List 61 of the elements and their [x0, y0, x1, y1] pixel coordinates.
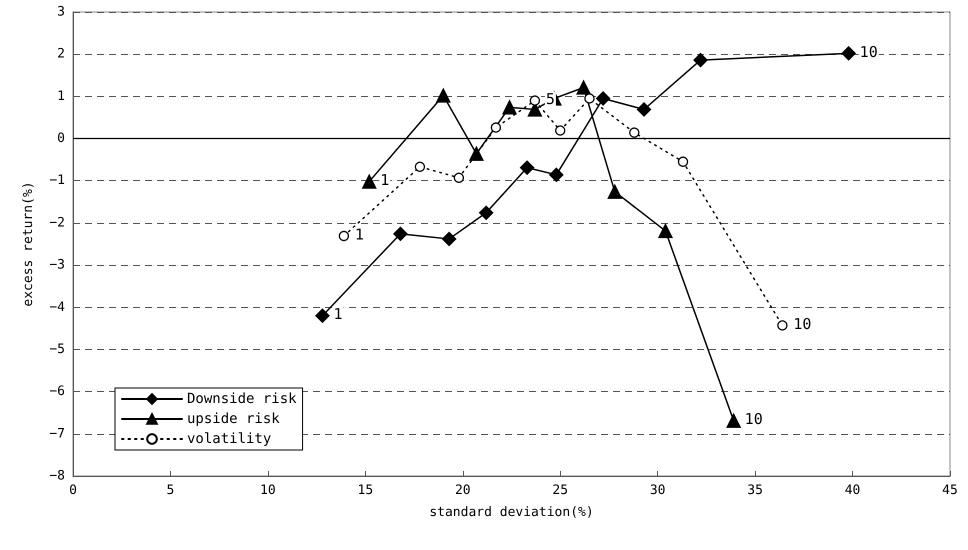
x-tick-label: 20 — [454, 483, 471, 498]
y-tick-label: −6 — [49, 384, 65, 400]
x-axis-title: standard deviation(%) — [429, 505, 594, 520]
point — [576, 80, 591, 95]
x-tick-label: 0 — [69, 483, 77, 498]
y-tick-label: 2 — [57, 46, 65, 62]
y-tick-label: −1 — [49, 173, 65, 188]
point — [414, 162, 426, 172]
point — [584, 93, 595, 104]
x-tick-label: 40 — [844, 483, 860, 498]
annotation: 10 — [860, 42, 878, 61]
annotation: 1 — [333, 305, 342, 324]
y-tick-label: −2 — [49, 215, 65, 230]
legend-label: upside risk — [187, 411, 280, 427]
annotation: 10 — [744, 410, 763, 428]
annotation: 10 — [793, 314, 812, 333]
annotation: 1 — [354, 225, 364, 244]
point — [636, 102, 652, 117]
y-tick-label: 1 — [57, 88, 65, 104]
point — [530, 95, 540, 106]
point — [436, 88, 450, 103]
point — [490, 122, 502, 133]
y-tick-label: −4 — [49, 300, 66, 315]
x-tick-label: 25 — [552, 483, 568, 498]
point — [608, 184, 622, 199]
legend-label: Downside risk — [187, 391, 298, 407]
point — [842, 46, 856, 60]
y-tick-label: −5 — [49, 342, 65, 357]
point — [549, 168, 564, 182]
annotation: 1 — [380, 171, 390, 190]
point — [777, 320, 788, 331]
x-tick-label: 15 — [358, 483, 374, 498]
point — [596, 91, 610, 106]
y-tick-label: −8 — [49, 468, 65, 484]
point — [469, 146, 484, 161]
point — [393, 226, 408, 242]
x-tick-label: 35 — [747, 483, 763, 498]
point — [629, 127, 640, 138]
x-tick-label: 10 — [260, 483, 276, 498]
point — [555, 125, 566, 136]
point — [520, 160, 534, 175]
y-tick-label: −7 — [49, 426, 65, 442]
point — [454, 172, 464, 183]
point — [479, 206, 494, 220]
point — [442, 232, 456, 246]
x-tick-label: 30 — [650, 483, 666, 498]
y-axis-title: excess return(%) — [21, 181, 36, 307]
y-tick-label: 0 — [57, 131, 65, 146]
x-tick-label: 45 — [942, 483, 958, 498]
point — [678, 156, 688, 167]
point — [658, 224, 673, 238]
point — [693, 52, 708, 68]
point — [362, 174, 376, 189]
x-tick-label: 5 — [166, 483, 174, 498]
point — [502, 100, 517, 114]
point — [338, 230, 350, 242]
y-tick-label: 3 — [57, 4, 65, 20]
point — [315, 308, 330, 323]
y-tick-label: −3 — [49, 258, 65, 273]
point — [726, 414, 741, 428]
legend-label: volatility — [187, 431, 272, 447]
